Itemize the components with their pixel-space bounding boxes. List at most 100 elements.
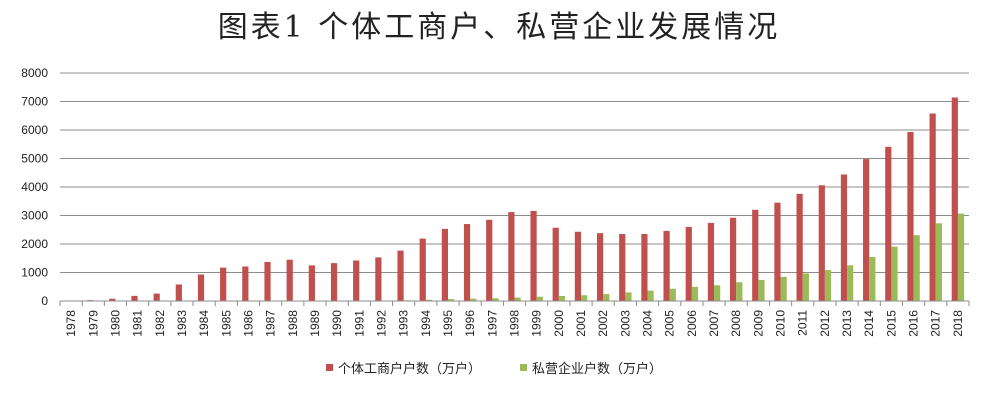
bar-private — [714, 285, 721, 301]
bar-private — [913, 235, 920, 301]
x-tick-label: 2002 — [596, 310, 610, 337]
bar-individual — [508, 212, 515, 301]
x-tick-label: 1996 — [463, 310, 477, 337]
bar-private — [603, 294, 610, 301]
x-tick-label: 2018 — [951, 310, 965, 337]
bar-private — [891, 246, 898, 301]
x-tick-label: 2009 — [751, 310, 765, 337]
bar-private — [869, 256, 876, 301]
bar-individual — [863, 159, 870, 301]
bars — [64, 97, 965, 301]
bar-private — [736, 282, 743, 301]
bar-private — [425, 299, 433, 301]
bar-individual — [530, 210, 537, 301]
x-tick-label: 2007 — [707, 310, 721, 337]
legend-label-private: 私营企业户数（万户） — [532, 361, 662, 377]
bar-individual — [330, 263, 338, 301]
x-axis — [59, 300, 970, 306]
y-axis-ticks: 0 1000 2000 3000 4000 5000 6000 7000 8000 — [21, 66, 48, 308]
bar-private — [536, 296, 543, 301]
bar-private — [581, 295, 588, 301]
x-tick-label: 1985 — [219, 310, 233, 337]
legend-swatch-individual — [326, 364, 333, 371]
y-tick-label: 8000 — [21, 66, 48, 80]
x-tick-label: 1979 — [86, 310, 100, 337]
x-tick-label: 2014 — [862, 310, 876, 337]
x-tick-label: 1993 — [397, 310, 411, 337]
x-axis-ticks: 1978 1979 1980 1981 1982 1983 1984 1985 1986 1987… — [64, 310, 965, 337]
x-tick-label: 1981 — [131, 310, 145, 337]
y-tick-label: 4000 — [21, 180, 48, 194]
bar-individual — [818, 185, 825, 301]
bar-individual — [951, 97, 958, 301]
legend: 个体工商户户数（万户） 私营企业户数（万户） — [326, 361, 662, 377]
bar-individual — [729, 217, 737, 301]
bar-private — [514, 297, 521, 301]
bar-individual — [685, 226, 692, 301]
x-tick-label: 1989 — [308, 310, 322, 337]
bar-individual — [308, 265, 315, 301]
x-tick-label: 2005 — [663, 310, 677, 337]
bar-private — [847, 265, 854, 301]
x-tick-label: 2003 — [618, 310, 632, 337]
bar-individual — [419, 238, 426, 301]
x-tick-label: 1982 — [153, 310, 167, 337]
bar-individual — [840, 174, 848, 301]
x-tick-label: 1987 — [264, 310, 278, 337]
bar-individual — [463, 224, 471, 301]
bar-individual — [109, 298, 116, 301]
x-tick-label: 1994 — [419, 310, 433, 337]
bar-individual — [153, 293, 160, 301]
y-tick-label: 1000 — [21, 266, 48, 280]
x-tick-label: 2012 — [818, 310, 832, 337]
bar-individual — [197, 274, 205, 301]
x-tick-label: 2011 — [796, 310, 810, 336]
y-tick-label: 2000 — [21, 237, 48, 251]
bar-private — [558, 295, 566, 301]
bar-private — [802, 273, 809, 301]
x-tick-label: 2001 — [574, 310, 588, 337]
bar-private — [957, 213, 965, 301]
x-tick-label: 1992 — [374, 310, 388, 337]
bar-private — [691, 286, 699, 301]
bar-private — [935, 223, 942, 301]
bar-private — [669, 288, 676, 301]
x-tick-label: 2013 — [840, 310, 854, 337]
bar-private — [447, 299, 455, 301]
x-tick-label: 2000 — [552, 310, 566, 337]
y-tick-label: 6000 — [21, 123, 48, 137]
legend-label-individual: 个体工商户户数（万户） — [338, 361, 481, 377]
bar-individual — [242, 266, 249, 301]
x-tick-label: 2017 — [929, 310, 943, 337]
bar-individual — [131, 295, 138, 301]
bar-individual — [175, 284, 182, 301]
x-tick-label: 1983 — [175, 310, 189, 337]
chart-title: 图表1 个体工商户、私营企业发展情况 — [217, 10, 781, 45]
x-tick-label: 1998 — [508, 310, 522, 337]
bar-private — [470, 298, 477, 301]
x-tick-label: 1980 — [108, 310, 122, 337]
x-tick-label: 2015 — [884, 310, 898, 337]
x-tick-label: 2010 — [774, 310, 788, 337]
x-tick-label: 1997 — [485, 310, 499, 337]
bar-individual — [397, 250, 404, 301]
bar-individual — [752, 209, 759, 301]
bar-private — [758, 279, 765, 301]
y-tick-label: 7000 — [21, 95, 48, 109]
bar-individual — [286, 259, 293, 301]
bar-individual — [220, 267, 227, 301]
bar-individual — [552, 227, 559, 301]
y-tick-label: 0 — [41, 294, 48, 308]
bar-individual — [619, 234, 626, 301]
x-tick-label: 1991 — [352, 310, 366, 337]
bar-individual — [353, 260, 360, 301]
x-tick-label: 2008 — [729, 310, 743, 337]
bar-private — [780, 276, 787, 301]
x-tick-label: 1978 — [64, 310, 78, 337]
x-tick-label: 1986 — [241, 310, 255, 337]
bar-individual — [264, 261, 271, 301]
x-tick-label: 1999 — [530, 310, 544, 337]
bar-individual — [707, 222, 715, 301]
bar-individual — [574, 231, 582, 301]
